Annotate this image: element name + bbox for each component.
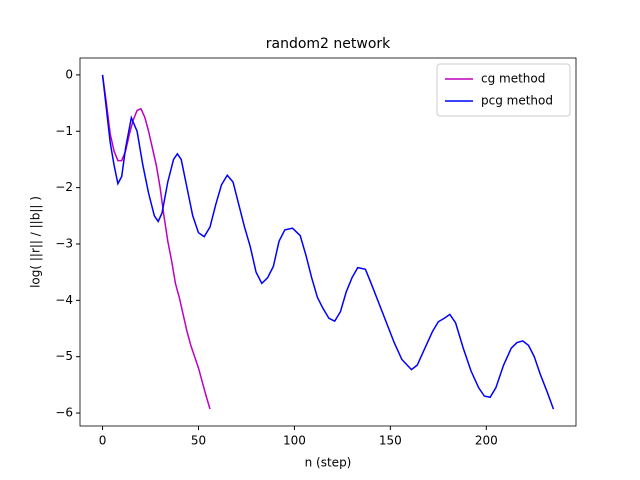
y-tick-label: −5: [55, 349, 73, 363]
x-tick-label: 50: [191, 434, 206, 448]
y-tick-label: −6: [55, 406, 73, 420]
x-axis-label: n (step): [305, 456, 352, 470]
x-tick-label: 200: [475, 434, 498, 448]
y-tick-label: −4: [55, 293, 73, 307]
x-tick-label: 150: [379, 434, 402, 448]
plot-frame: [79, 57, 577, 427]
chart-title: random2 network: [266, 36, 391, 52]
y-tick-label: −2: [55, 180, 73, 194]
series-line: [101, 74, 555, 410]
x-tick-label: 0: [99, 434, 107, 448]
y-tick-label: −3: [55, 236, 73, 250]
y-tick-label: 0: [65, 67, 73, 81]
legend-label: cg method: [481, 72, 545, 86]
legend-label: pcg method: [481, 94, 553, 108]
y-axis-label: log( ||r|| / ||b|| ): [29, 196, 43, 288]
series-line: [101, 74, 211, 410]
y-tick-label: −1: [55, 124, 73, 138]
x-tick-label: 100: [283, 434, 306, 448]
legend-box: [436, 63, 571, 117]
